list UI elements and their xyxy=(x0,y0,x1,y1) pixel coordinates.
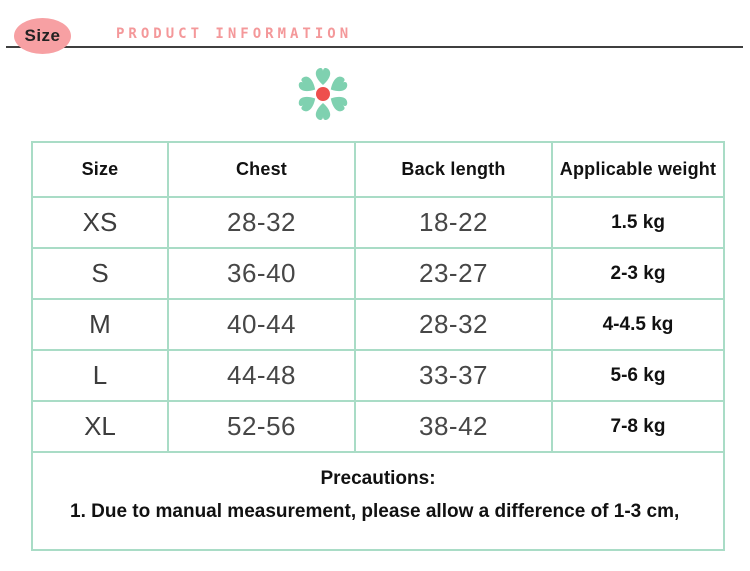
table-row: L 44-48 33-37 5-6 kg xyxy=(31,349,725,402)
weight-value: 5-6 kg xyxy=(551,349,725,402)
weight-value: 7-8 kg xyxy=(551,400,725,453)
table-row: S 36-40 23-27 2-3 kg xyxy=(31,247,725,300)
chest-value: 44-48 xyxy=(167,349,356,402)
size-badge-label: Size xyxy=(24,26,61,45)
flower-center xyxy=(316,87,330,101)
flower-icon xyxy=(298,68,348,120)
page-title: PRODUCT INFORMATION xyxy=(116,26,353,42)
size-value: XS xyxy=(31,196,169,249)
back-length-value: 23-27 xyxy=(354,247,553,300)
chest-value: 52-56 xyxy=(167,400,356,453)
column-header-size: Size xyxy=(31,141,169,198)
weight-value: 1.5 kg xyxy=(551,196,725,249)
column-header-back-length: Back length xyxy=(354,141,553,198)
table-footer-row: Precautions: 1. Due to manual measuremen… xyxy=(31,451,725,551)
table-row: M 40-44 28-32 4-4.5 kg xyxy=(31,298,725,351)
precautions-title: Precautions: xyxy=(320,467,436,489)
size-value: XL xyxy=(31,400,169,453)
table-row: XL 52-56 38-42 7-8 kg xyxy=(31,400,725,453)
size-value: L xyxy=(31,349,169,402)
precautions-line-1: 1. Due to manual measurement, please all… xyxy=(70,500,680,522)
weight-value: 4-4.5 kg xyxy=(551,298,725,351)
chest-value: 28-32 xyxy=(167,196,356,249)
chest-value: 36-40 xyxy=(167,247,356,300)
size-badge: Size xyxy=(14,18,71,54)
column-header-chest: Chest xyxy=(167,141,356,198)
header-divider-line xyxy=(6,46,743,48)
back-length-value: 38-42 xyxy=(354,400,553,453)
chest-value: 40-44 xyxy=(167,298,356,351)
flower-petals xyxy=(298,68,348,120)
size-chart: Size Chest Back length Applicable weight… xyxy=(31,141,725,551)
back-length-value: 33-37 xyxy=(354,349,553,402)
page-header: Size PRODUCT INFORMATION xyxy=(0,0,750,60)
column-header-applicable-weight: Applicable weight xyxy=(551,141,725,198)
precautions-cell: Precautions: 1. Due to manual measuremen… xyxy=(31,451,725,551)
size-value: S xyxy=(31,247,169,300)
weight-value: 2-3 kg xyxy=(551,247,725,300)
back-length-value: 28-32 xyxy=(354,298,553,351)
size-value: M xyxy=(31,298,169,351)
table-header-row: Size Chest Back length Applicable weight xyxy=(31,141,725,198)
table-row: XS 28-32 18-22 1.5 kg xyxy=(31,196,725,249)
size-table: Size Chest Back length Applicable weight… xyxy=(31,141,725,551)
back-length-value: 18-22 xyxy=(354,196,553,249)
